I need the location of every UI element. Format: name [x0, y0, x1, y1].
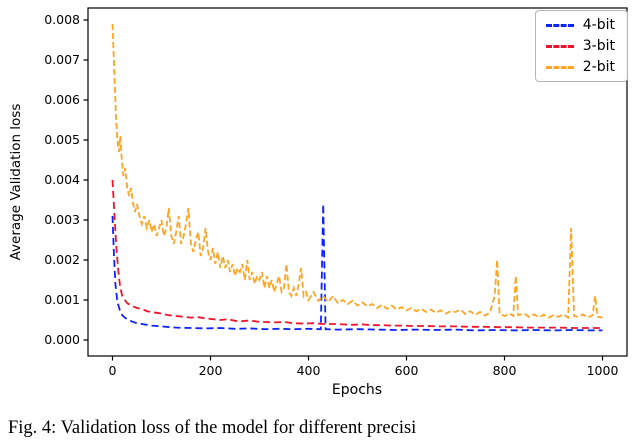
series-line-4-bit [111, 203, 603, 332]
legend-label-3bit: 3-bit [582, 38, 615, 54]
legend-line-sample-3bit [545, 44, 574, 48]
axes-frame [87, 7, 628, 357]
y-tick-label: 0.003 [44, 212, 80, 227]
x-axis-label: Epochs [331, 382, 383, 398]
x-tick-label: 600 [395, 363, 419, 378]
validation-loss-figure: 0 200 400 600 800 1000 0.000 0.001 0.002 0.003 0.0… [8, 7, 628, 398]
x-tick-label: 1000 [587, 363, 619, 378]
legend-label-4bit: 4-bit [582, 17, 615, 33]
y-tick-label: 0.001 [44, 292, 80, 307]
y-tick-label: 0.000 [44, 332, 80, 347]
legend-line-sample-4bit [545, 23, 574, 27]
y-tick-label: 0.007 [44, 52, 80, 67]
y-tick-label: 0.008 [44, 12, 80, 27]
legend-entry-2bit: 2-bit [545, 59, 615, 75]
x-tick-label: 800 [493, 363, 517, 378]
legend-label-2bit: 2-bit [582, 59, 615, 75]
x-tick-label: 400 [297, 363, 321, 378]
y-tick-label: 0.004 [44, 172, 80, 187]
series-line-3-bit [111, 179, 603, 329]
y-tick-label: 0.006 [44, 92, 80, 107]
x-tick-label: 200 [199, 363, 223, 378]
figure-caption: Fig. 4: Validation loss of the model for… [8, 418, 417, 438]
plot-area: 0 200 400 600 800 1000 0.000 0.001 0.002 0.003 0.0… [44, 7, 628, 378]
legend-line-sample-2bit [545, 65, 574, 69]
y-axis-label: Average Validation loss [8, 103, 24, 261]
y-tick-label: 0.005 [44, 132, 80, 147]
x-tick-label: 0 [109, 363, 117, 378]
chart-legend: 4-bit 3-bit 2-bit [534, 10, 628, 82]
series-line-2-bit [111, 23, 603, 320]
y-tick-label: 0.002 [44, 252, 80, 267]
legend-entry-3bit: 3-bit [545, 38, 615, 54]
legend-entry-4bit: 4-bit [545, 17, 615, 33]
